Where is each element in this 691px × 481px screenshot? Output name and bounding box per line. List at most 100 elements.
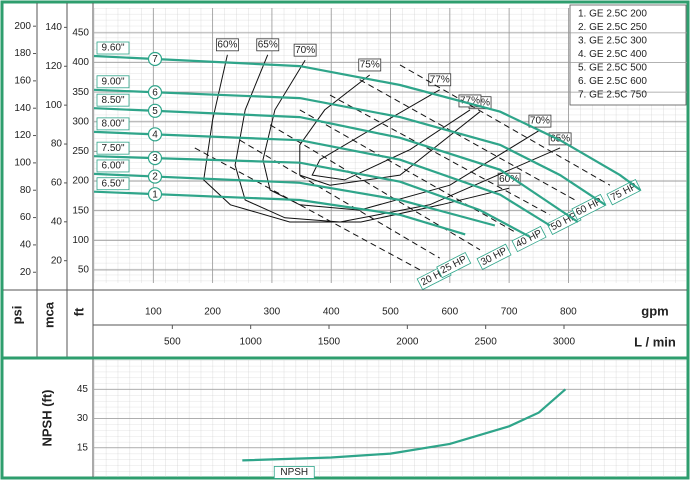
curve-number: 1 bbox=[152, 189, 158, 200]
y-tick-label: 40 bbox=[20, 240, 32, 251]
efficiency-curve bbox=[234, 54, 561, 223]
impeller-label: 6.50" bbox=[101, 178, 124, 189]
y-tick-label: 250 bbox=[72, 146, 89, 157]
power-line bbox=[194, 147, 421, 271]
y-tick-label: 45 bbox=[77, 384, 89, 395]
power-line bbox=[399, 64, 611, 186]
y-tick-label: 450 bbox=[72, 28, 89, 39]
y-axis-title: ft bbox=[71, 307, 86, 316]
series-line bbox=[242, 388, 567, 462]
legend-box bbox=[569, 4, 687, 106]
label-box bbox=[96, 159, 130, 173]
x2-tick-label: 500 bbox=[164, 337, 181, 348]
y-tick-label: 15 bbox=[77, 442, 89, 453]
curve-number: 6 bbox=[152, 87, 158, 98]
efficiency-curve bbox=[299, 74, 481, 186]
curve-number-badge bbox=[147, 103, 163, 118]
legend-entry: 4. GE 2.5C 400 bbox=[578, 49, 647, 60]
y-tick-label: 140 bbox=[14, 103, 31, 114]
label-box bbox=[96, 41, 130, 55]
y-tick-label: 80 bbox=[51, 139, 63, 150]
curve-number: 4 bbox=[152, 129, 158, 140]
label-box bbox=[273, 466, 315, 479]
efficiency-label: 60% bbox=[499, 174, 519, 185]
y-tick-label: 180 bbox=[14, 48, 31, 59]
x-tick-label: 200 bbox=[204, 307, 221, 318]
efficiency-label: 77% bbox=[430, 74, 450, 85]
curve-number-badge bbox=[147, 127, 163, 142]
impeller-label: 8.50" bbox=[101, 95, 124, 106]
y-tick-label: 40 bbox=[51, 216, 63, 227]
x-tick-label: 600 bbox=[441, 307, 458, 318]
label-box bbox=[606, 179, 642, 206]
y-tick-label: 100 bbox=[14, 158, 31, 169]
label-box bbox=[428, 73, 452, 87]
label-box bbox=[497, 172, 521, 186]
impeller-label: 9.00" bbox=[101, 76, 124, 87]
y-tick-label: 100 bbox=[72, 235, 89, 246]
y-tick-label: 60 bbox=[20, 212, 32, 223]
x2-tick-label: 1500 bbox=[318, 337, 341, 348]
curve-number-badge bbox=[147, 85, 163, 100]
efficiency-label: 70% bbox=[530, 116, 550, 127]
impeller-label: 6.00" bbox=[101, 161, 124, 172]
y-tick-label: 20 bbox=[51, 255, 63, 266]
curve-number: 7 bbox=[152, 54, 158, 65]
x2-axis-title: L / min bbox=[634, 334, 676, 349]
label-box bbox=[96, 75, 130, 89]
efficiency-curve bbox=[262, 59, 541, 211]
legend-entry: 2. GE 2.5C 250 bbox=[578, 22, 647, 33]
efficiency-label: 75% bbox=[360, 60, 380, 71]
y-tick-label: 200 bbox=[72, 176, 89, 187]
curve-number: 3 bbox=[152, 153, 158, 164]
power-line bbox=[359, 79, 576, 201]
x2-tick-label: 2500 bbox=[475, 337, 498, 348]
label-box bbox=[476, 243, 512, 270]
power-line bbox=[329, 94, 551, 216]
legend-entry: 1. GE 2.5C 200 bbox=[578, 9, 647, 20]
impeller-label: 7.50" bbox=[101, 143, 124, 154]
curve-number: 5 bbox=[152, 106, 158, 117]
label-box bbox=[358, 58, 382, 72]
y-tick-label: 100 bbox=[45, 100, 62, 111]
y-tick-label: 60 bbox=[51, 178, 63, 189]
efficiency-curve bbox=[311, 89, 471, 181]
efficiency-label: 65% bbox=[258, 39, 278, 50]
y-axis-title: psi bbox=[9, 306, 24, 325]
y-tick-label: 30 bbox=[77, 413, 89, 424]
y-tick-label: 120 bbox=[45, 61, 62, 72]
series-line bbox=[93, 172, 496, 227]
x-tick-label: 100 bbox=[145, 307, 162, 318]
efficiency-label: 60% bbox=[217, 39, 237, 50]
x2-tick-label: 1000 bbox=[240, 337, 263, 348]
label-box bbox=[216, 38, 239, 52]
impeller-label: 8.00" bbox=[101, 119, 124, 130]
impeller-label: 9.60" bbox=[101, 43, 124, 54]
y-axis-title: NPSH (ft) bbox=[39, 389, 54, 446]
label-box bbox=[96, 93, 130, 107]
y-tick-label: 300 bbox=[72, 116, 89, 127]
x2-tick-label: 3000 bbox=[553, 337, 576, 348]
series-line bbox=[93, 130, 551, 227]
label-box bbox=[96, 141, 130, 155]
curve-number-badge bbox=[147, 169, 163, 184]
series-line bbox=[93, 107, 579, 223]
x2-tick-label: 2000 bbox=[396, 337, 419, 348]
series-label: NPSH bbox=[280, 467, 308, 478]
power-line bbox=[299, 109, 516, 233]
label-box bbox=[96, 117, 130, 131]
y-tick-label: 50 bbox=[78, 265, 90, 276]
efficiency-label: 70% bbox=[295, 45, 315, 56]
series-line bbox=[93, 88, 606, 206]
y-tick-label: 160 bbox=[14, 76, 31, 87]
legend-entry: 6. GE 2.5C 600 bbox=[578, 76, 647, 87]
y-tick-label: 140 bbox=[45, 22, 62, 33]
label-box bbox=[528, 114, 552, 128]
efficiency-label: 77% bbox=[460, 96, 480, 107]
power-line bbox=[239, 139, 440, 259]
x-axis-title: gpm bbox=[641, 303, 668, 318]
y-axis-title: mca bbox=[41, 301, 56, 328]
curve-number-badge bbox=[147, 51, 163, 67]
